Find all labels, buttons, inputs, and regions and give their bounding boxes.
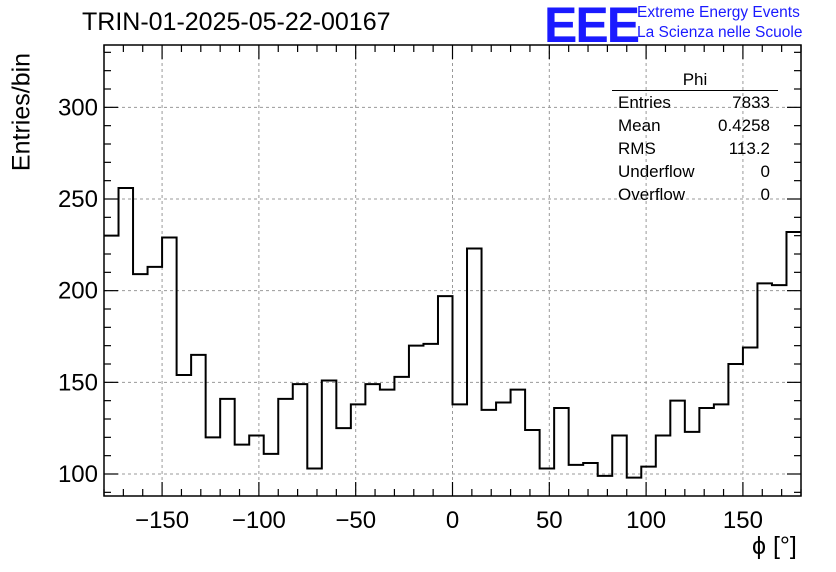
x-tick-label: 100 xyxy=(626,507,666,534)
x-axis-label: ϕ [°] xyxy=(752,532,797,560)
x-tick-label: −150 xyxy=(135,507,189,534)
tick-labels: −150 −100 −50 0 50 100 150 100 150 200 250 300 xyxy=(58,94,763,534)
stats-label: Overflow xyxy=(618,185,686,204)
eee-logo: EEE xyxy=(544,0,640,53)
stats-value: 7833 xyxy=(732,93,770,112)
stats-label: Mean xyxy=(618,116,661,135)
histogram-line xyxy=(104,187,801,479)
stats-row-rms: RMS 113.2 xyxy=(612,137,778,160)
x-tick-label: 0 xyxy=(446,507,459,534)
stats-title: Phi xyxy=(612,70,778,91)
logo-text-line2: La Scienza nelle Scuole xyxy=(637,24,803,41)
stats-row-entries: Entries 7833 xyxy=(612,91,778,114)
y-tick-label: 200 xyxy=(58,278,98,305)
y-tick-label: 100 xyxy=(58,461,98,488)
chart-title: TRIN-01-2025-05-22-00167 xyxy=(82,8,391,36)
stats-value: 0.4258 xyxy=(718,116,770,135)
x-tick-label: −100 xyxy=(232,507,286,534)
stats-label: RMS xyxy=(618,139,656,158)
x-tick-label: 150 xyxy=(723,507,763,534)
logo-text-line1: Extreme Energy Events xyxy=(637,4,800,21)
x-tick-label: −50 xyxy=(335,507,376,534)
stats-box: Phi Entries 7833 Mean 0.4258 RMS 113.2 U… xyxy=(612,70,778,206)
axis-ticks xyxy=(103,45,802,496)
stats-value: 0 xyxy=(760,162,770,181)
stats-row-mean: Mean 0.4258 xyxy=(612,114,778,137)
y-tick-label: 300 xyxy=(58,94,98,121)
y-tick-label: 250 xyxy=(58,186,98,213)
stats-row-overflow: Overflow 0 xyxy=(612,183,778,206)
stats-value: 0 xyxy=(760,185,770,204)
stats-label: Underflow xyxy=(618,162,695,181)
stats-label: Entries xyxy=(618,93,671,112)
plot-frame xyxy=(103,44,802,497)
stats-value: 113.2 xyxy=(728,139,770,158)
y-tick-label: 150 xyxy=(58,369,98,396)
x-tick-label: 50 xyxy=(536,507,563,534)
stats-row-underflow: Underflow 0 xyxy=(612,160,778,183)
